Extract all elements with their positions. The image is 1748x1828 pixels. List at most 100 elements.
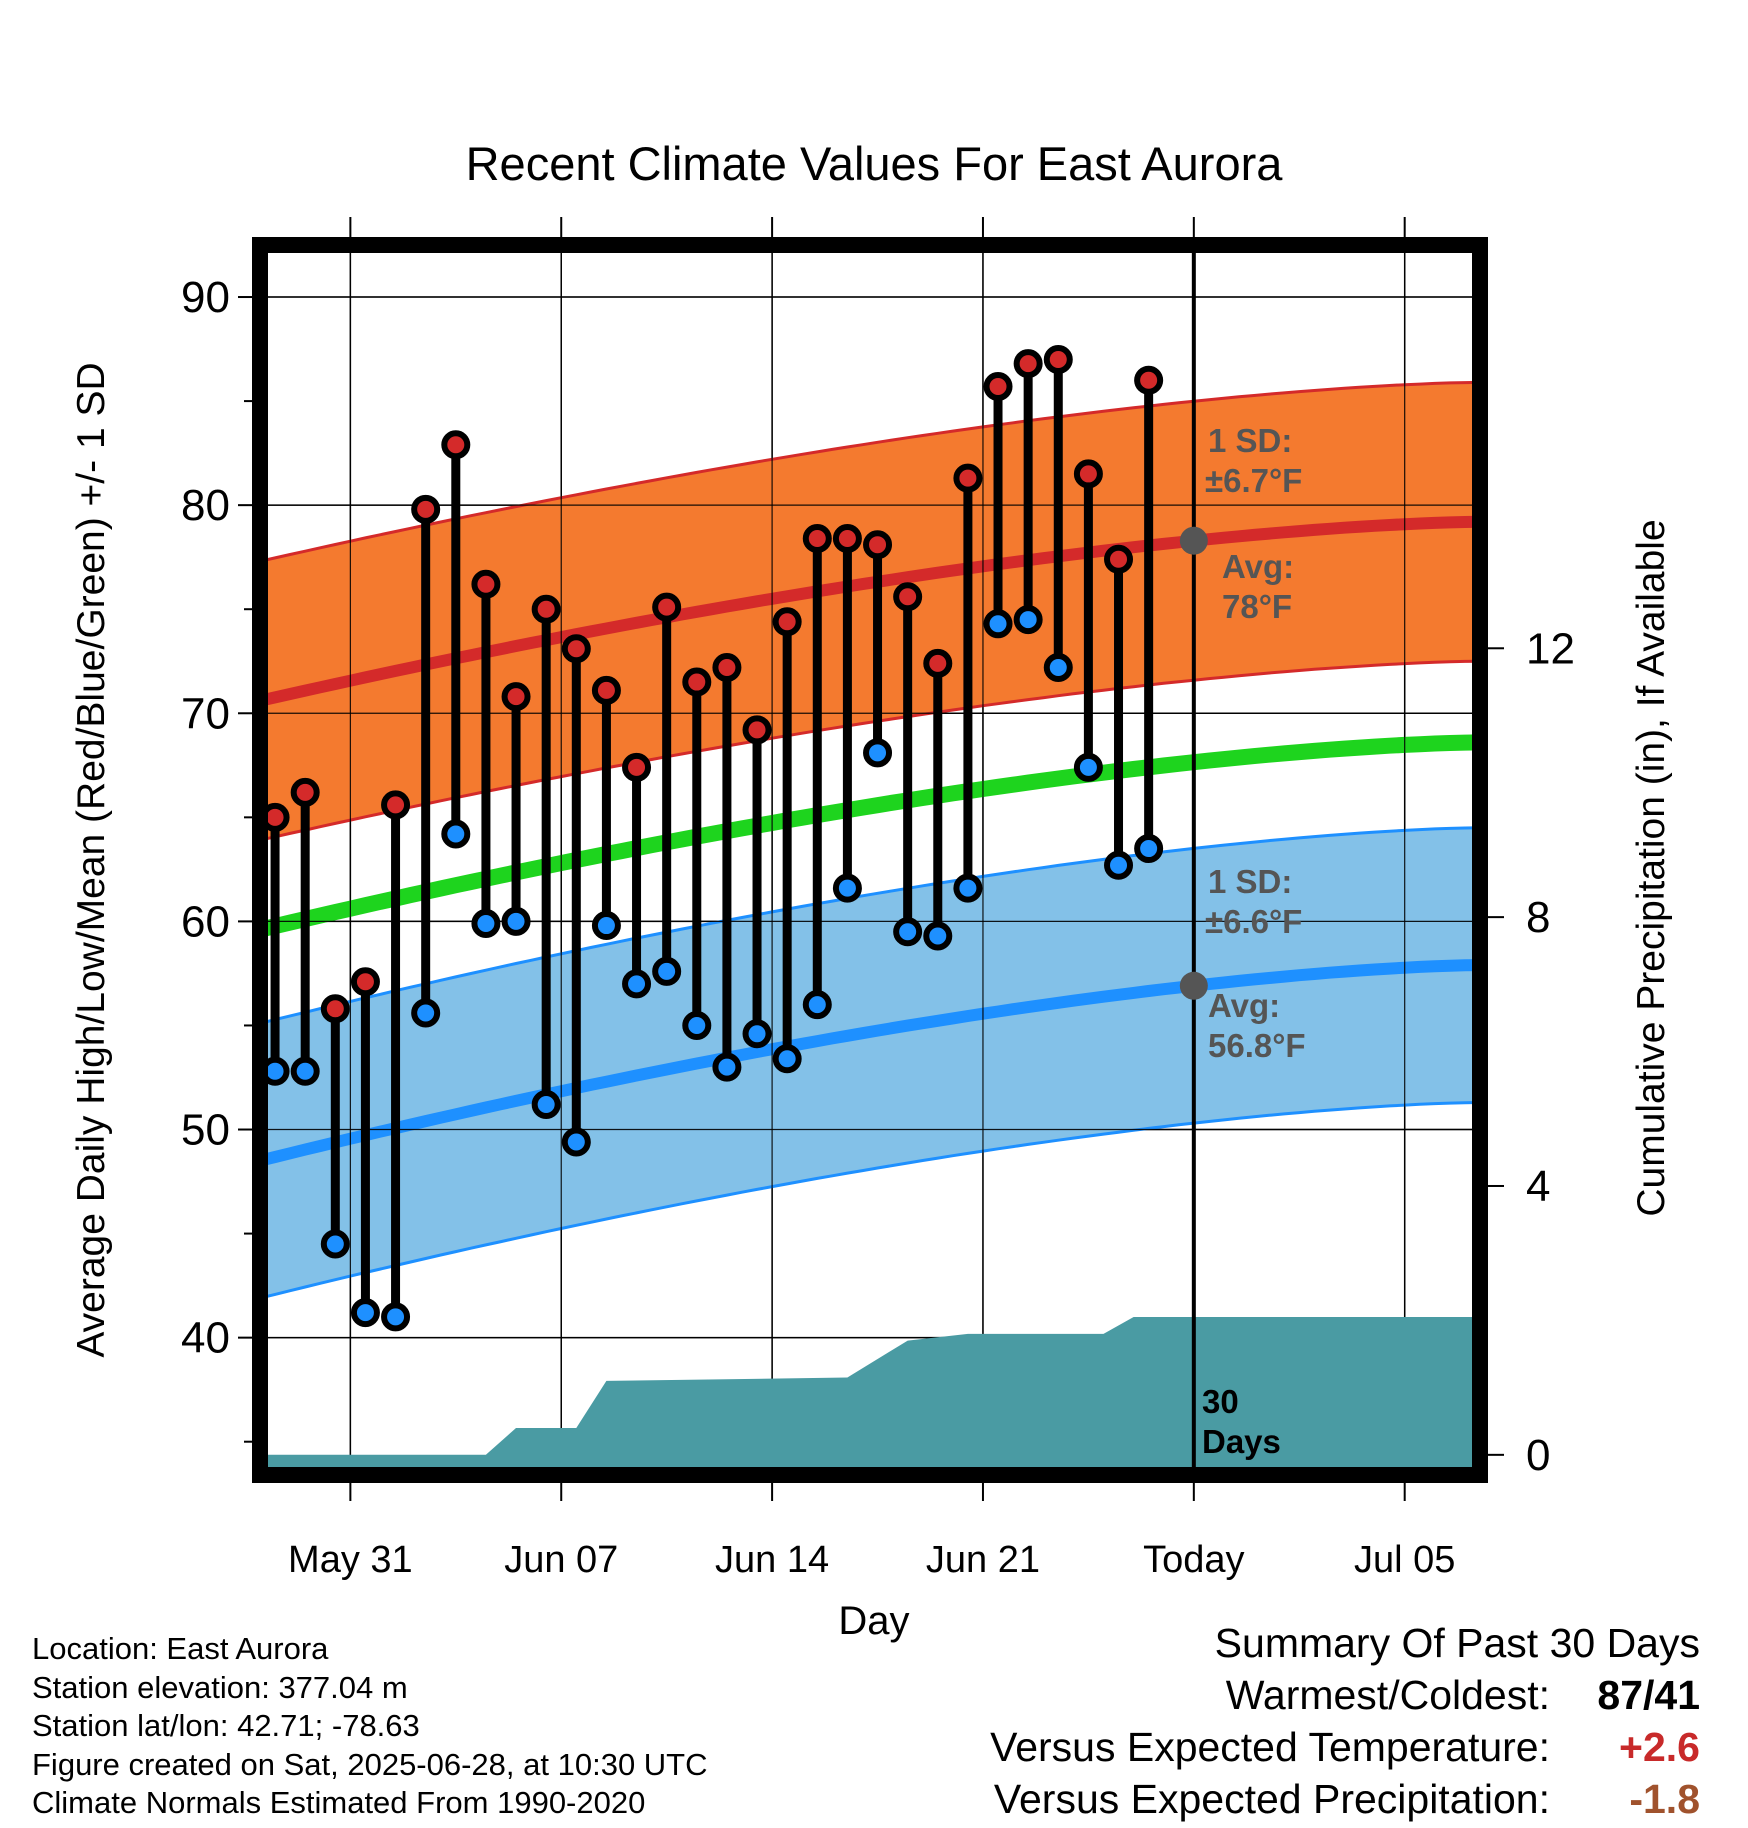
low-point — [953, 873, 983, 903]
high-avg-label: Avg: — [1222, 548, 1294, 585]
x-tick-label: Jun 14 — [715, 1539, 829, 1581]
summary-title: Summary Of Past 30 Days — [1214, 1620, 1700, 1666]
summary-panel: Summary Of Past 30 Days Warmest/Coldest:… — [900, 1620, 1700, 1828]
day-bar-jun-04 — [441, 430, 471, 849]
y2-tick-label: 12 — [1526, 624, 1575, 673]
high-sd-value: ±6.7°F — [1205, 462, 1302, 499]
low-point — [742, 1019, 772, 1049]
summary-temp-row: Versus Expected Temperature: +2.6 — [990, 1724, 1700, 1771]
high-point — [622, 752, 652, 782]
high-point — [1134, 365, 1164, 395]
day-bar-jun-25 — [1073, 459, 1103, 782]
low-point — [652, 956, 682, 986]
x-axis-label: Day — [838, 1599, 909, 1643]
high-point — [411, 494, 441, 524]
low-point — [441, 819, 471, 849]
temp-vs-expected-label: Versus Expected Temperature: — [990, 1724, 1550, 1770]
low-point — [712, 1052, 742, 1082]
day-bar-may-31 — [320, 994, 350, 1259]
low-point — [983, 609, 1013, 639]
warm-cold-label: Warmest/Coldest: — [1225, 1672, 1550, 1718]
low-point — [1073, 752, 1103, 782]
elevation-text: Station elevation: 377.04 m — [32, 1669, 408, 1705]
low-point — [682, 1010, 712, 1040]
day-bar-may-29 — [260, 802, 290, 1086]
created-text: Figure created on Sat, 2025-06-28, at 10… — [32, 1746, 708, 1782]
high-point — [682, 667, 712, 697]
day-bar-jun-06 — [501, 682, 531, 936]
day-bar-jun-27 — [1134, 365, 1164, 864]
high-point — [441, 430, 471, 460]
summary-warm-cold-row: Warmest/Coldest: 87/41 — [1226, 1672, 1700, 1719]
low-point — [1043, 652, 1073, 682]
day-bar-jun-18 — [863, 530, 893, 768]
day-bar-jun-17 — [832, 523, 862, 903]
high-point — [953, 463, 983, 493]
y-tick-label: 60 — [181, 897, 230, 946]
today-low-normal-marker — [1179, 971, 1208, 1000]
y2-tick-label: 0 — [1526, 1431, 1550, 1480]
high-point — [802, 523, 832, 553]
day-bar-jun-23 — [1013, 349, 1043, 635]
precip-area — [260, 1317, 1480, 1475]
low-point — [802, 990, 832, 1020]
temp-vs-expected-value: +2.6 — [1619, 1724, 1700, 1770]
day-bar-jun-15 — [772, 607, 802, 1074]
y-tick-label: 40 — [181, 1314, 230, 1363]
low-point — [501, 906, 531, 936]
high-point — [501, 682, 531, 712]
location-text: Location: East Aurora — [32, 1631, 329, 1666]
high-point — [320, 994, 350, 1024]
low-point — [561, 1127, 591, 1157]
mean-normal-line — [260, 734, 1480, 938]
y-tick-label: 50 — [181, 1106, 230, 1155]
high-point — [531, 594, 561, 624]
day-bar-jun-01 — [350, 967, 380, 1328]
precip-vs-expected-label: Versus Expected Precipitation: — [993, 1776, 1550, 1822]
low-point — [350, 1298, 380, 1328]
low-point — [471, 908, 501, 938]
today-high-normal-marker — [1179, 526, 1208, 555]
day-bar-jun-14 — [742, 715, 772, 1049]
precip-vs-expected-value: -1.8 — [1629, 1776, 1700, 1822]
y-tick-label: 70 — [181, 689, 230, 738]
day-bar-jun-24 — [1043, 344, 1073, 682]
day-bar-jun-07 — [531, 594, 561, 1120]
low-point — [1104, 850, 1134, 880]
day-bar-jun-08 — [561, 634, 591, 1157]
low-sd-band — [260, 827, 1480, 1299]
x-tick-label: May 31 — [288, 1539, 413, 1581]
high-point — [1043, 344, 1073, 374]
low-point — [531, 1090, 561, 1120]
high-point — [1104, 544, 1134, 574]
warm-cold-value: 87/41 — [1597, 1672, 1700, 1718]
high-point — [832, 523, 862, 553]
high-point — [983, 372, 1013, 402]
low-sd-label: 1 SD: — [1208, 863, 1292, 900]
low-point — [863, 738, 893, 768]
low-sd-band-upper-edge — [260, 826, 1480, 1025]
high-point — [381, 790, 411, 820]
day-bar-jun-02 — [381, 790, 411, 1332]
low-point — [1134, 834, 1164, 864]
day-bar-jun-20 — [923, 648, 953, 951]
summary-precip-row: Versus Expected Precipitation: -1.8 — [994, 1776, 1700, 1823]
high-point — [742, 715, 772, 745]
high-point — [923, 648, 953, 678]
plot-frame — [252, 237, 1488, 1483]
low-point — [893, 917, 923, 947]
y-axis-label: Average Daily High/Low/Mean (Red/Blue/Gr… — [70, 362, 113, 1357]
high-avg-value: 78°F — [1222, 588, 1292, 625]
day-bar-jun-09 — [591, 675, 621, 941]
y-tick-label: 90 — [181, 273, 230, 322]
low-point — [290, 1056, 320, 1086]
high-point — [350, 967, 380, 997]
latlon-text: Station lat/lon: 42.71; -78.63 — [32, 1708, 420, 1743]
precip-days-label-2: Days — [1202, 1423, 1281, 1460]
station-info: Location: East Aurora Station elevation:… — [32, 1630, 708, 1823]
day-bar-jun-05 — [471, 569, 501, 938]
day-bar-may-30 — [290, 777, 320, 1086]
x-tick-label: Jul 05 — [1354, 1539, 1455, 1581]
